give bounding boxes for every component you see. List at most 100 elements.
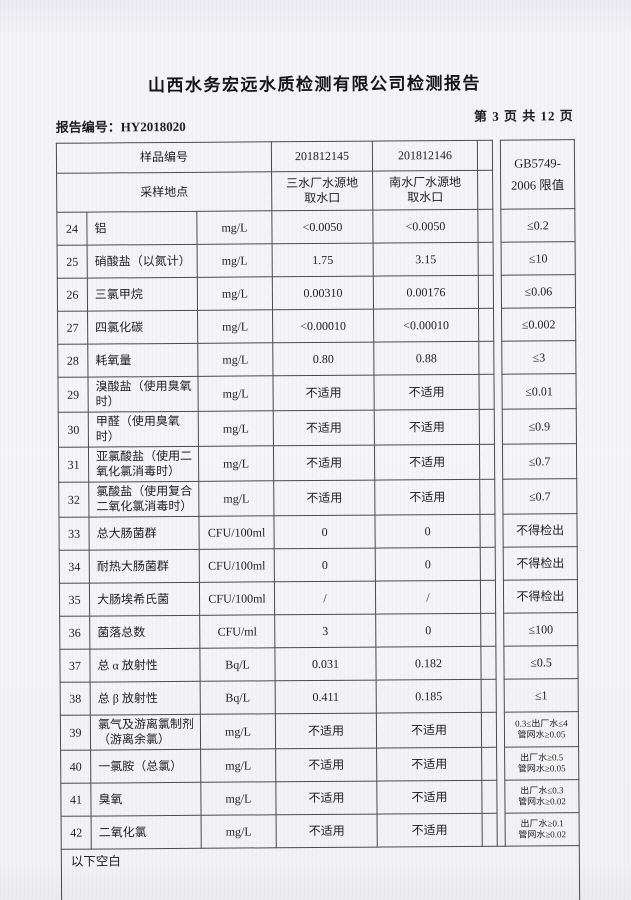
limit-line: ≤100 <box>528 621 554 637</box>
header-row-sample-id: 样品编号 201812145 201812146 GB5749- 2006 限值 <box>56 139 575 210</box>
row-no: 27 <box>57 311 88 345</box>
spacer-cell <box>480 547 496 581</box>
result-row: 33 总大肠菌群 CFU/100ml 0 0 不得检出 <box>58 513 578 551</box>
header-sample-2-site: 南水厂水源地取水口 <box>372 170 478 211</box>
value-sample-1: 0.80 <box>272 342 374 376</box>
result-row: 36 菌落总数 CFU/ml 3 0 ≤100 <box>59 612 578 650</box>
value-sample-1: 0.00310 <box>272 276 374 310</box>
result-row: 40 一氯胺（总氯） mg/L 不适用 不适用 出厂水≥0.5 管网水≥0.05 <box>60 746 579 784</box>
value-sample-1: 0.411 <box>275 680 377 714</box>
spacer-cell <box>479 444 495 480</box>
limit-line: 出厂水≥0.5 <box>520 752 564 763</box>
param-name: 三氯甲烷 <box>87 277 198 312</box>
table-gap <box>495 514 503 547</box>
value-sample-2: 不适用 <box>376 747 482 782</box>
limit-line: ≤10 <box>528 250 548 266</box>
header-sample-1-id: 201812145 <box>271 141 373 172</box>
table-gap <box>495 547 503 580</box>
table-gap <box>493 209 501 242</box>
unit: mg/L <box>197 276 273 311</box>
unit: mg/L <box>198 445 274 482</box>
header-sample-1-site: 三水厂水源地取水口 <box>271 171 373 211</box>
value-sample-1: 1.75 <box>272 243 374 277</box>
limit-value: 出厂水≥0.5 管网水≥0.05 <box>504 746 579 781</box>
value-sample-2: 0.182 <box>375 646 482 681</box>
table-gap <box>497 747 505 780</box>
header-sample-2-id: 201812146 <box>372 140 478 172</box>
limit-line: ≤0.01 <box>525 383 553 399</box>
unit: mg/L <box>196 210 273 245</box>
value-sample-1: <0.0050 <box>271 210 374 244</box>
spacer-cell <box>482 813 498 847</box>
limit-value: 出厂水≤0.3 管网水≥0.02 <box>504 779 580 814</box>
result-row: 39 氯气及游离氯制剂（游离余氯） mg/L 不适用 不适用 0.3≤出厂水≤4 管网水≥0… <box>60 711 579 751</box>
value-sample-2: 不适用 <box>373 374 480 411</box>
unit: CFU/100ml <box>199 548 275 583</box>
result-row: 35 大肠埃希氏菌 CFU/100ml / / 不得检出 <box>59 579 578 617</box>
value-sample-1: 不适用 <box>275 713 377 749</box>
unit: mg/L <box>197 243 273 278</box>
value-sample-1: 0 <box>273 515 376 549</box>
limit-line: ≤0.002 <box>521 316 556 332</box>
table-gap <box>496 712 504 747</box>
spacer-cell <box>481 747 497 781</box>
spacer-cell <box>477 170 493 210</box>
value-sample-2: 不适用 <box>376 712 482 749</box>
row-no: 29 <box>57 377 89 413</box>
row-no: 36 <box>59 616 90 650</box>
value-sample-1: 不适用 <box>275 781 378 815</box>
value-sample-1: 不适用 <box>273 410 375 446</box>
value-sample-2: <0.00010 <box>373 308 479 343</box>
limit-value: ≤0.002 <box>501 307 576 342</box>
value-sample-2: 不适用 <box>374 444 480 481</box>
value-sample-1: 不适用 <box>275 748 377 782</box>
param-name: 氯气及游离氯制剂（游离余氯） <box>90 714 201 751</box>
unit: mg/L <box>200 713 276 750</box>
param-name: 耗氧量 <box>87 343 198 378</box>
limit-value: 0.3≤出厂水≤4 管网水≥0.05 <box>504 711 579 748</box>
param-name: 耐热大肠菌群 <box>89 549 200 584</box>
value-sample-1: / <box>274 581 376 615</box>
limit-line: ≤1 <box>534 687 548 702</box>
table-gap <box>494 444 502 479</box>
row-no: 39 <box>60 715 91 751</box>
row-no: 26 <box>57 278 88 312</box>
spacer-cell <box>478 308 494 342</box>
limit-line: ≤0.7 <box>528 453 551 469</box>
row-no: 28 <box>57 344 88 378</box>
param-name: 溴酸盐（使用臭氧时） <box>87 376 199 413</box>
param-name: 氯酸盐（使用复合二氧化氯消毒时） <box>88 481 199 518</box>
value-sample-2: 3.15 <box>373 242 479 277</box>
param-name: 亚氯酸盐（使用二氧化氯消毒时） <box>88 446 199 483</box>
limit-line: ≤3 <box>532 349 546 364</box>
result-row: 28 耗氧量 mg/L 0.80 0.88 ≤3 <box>57 340 576 378</box>
limit-line: ≤0.06 <box>524 283 553 299</box>
value-sample-2: 0 <box>374 514 481 549</box>
limit-line: 不得检出 <box>516 588 565 604</box>
table-gap <box>494 341 502 374</box>
value-sample-2: 不适用 <box>376 780 483 815</box>
row-no: 37 <box>59 649 91 683</box>
spacer-cell <box>478 341 494 375</box>
report-meta: 报告编号：HY2018020 第 3 页 共 12 页 <box>56 108 574 136</box>
limit-value: ≤0.7 <box>502 443 577 480</box>
table-gap <box>494 374 502 409</box>
value-sample-1: 不适用 <box>276 814 378 848</box>
result-row: 25 硝酸盐（以氮计） mg/L 1.75 3.15 ≤10 <box>57 241 576 279</box>
value-sample-2: 0.00176 <box>373 275 479 310</box>
blank-row: 以下空白 <box>61 845 580 900</box>
value-sample-2: 不适用 <box>374 479 480 516</box>
table-gap <box>493 275 501 308</box>
limit-line: 不得检出 <box>516 555 565 571</box>
param-name: 总 α 放射性 <box>89 648 201 683</box>
param-name: 硝酸盐（以氮计） <box>87 244 198 279</box>
limit-value: 出厂水≥0.1 管网水≥0.02 <box>505 812 580 847</box>
value-sample-1: 3 <box>274 614 376 648</box>
report-title: 山西水务宏远水质检测有限公司检测报告 <box>147 73 482 96</box>
param-name: 总大肠菌群 <box>88 516 200 551</box>
row-no: 30 <box>58 412 89 448</box>
results-table: 样品编号 201812145 201812146 GB5749- 2006 限值… <box>56 139 581 900</box>
limit-value: 不得检出 <box>502 513 578 548</box>
limit-value: ≤0.01 <box>501 373 577 410</box>
